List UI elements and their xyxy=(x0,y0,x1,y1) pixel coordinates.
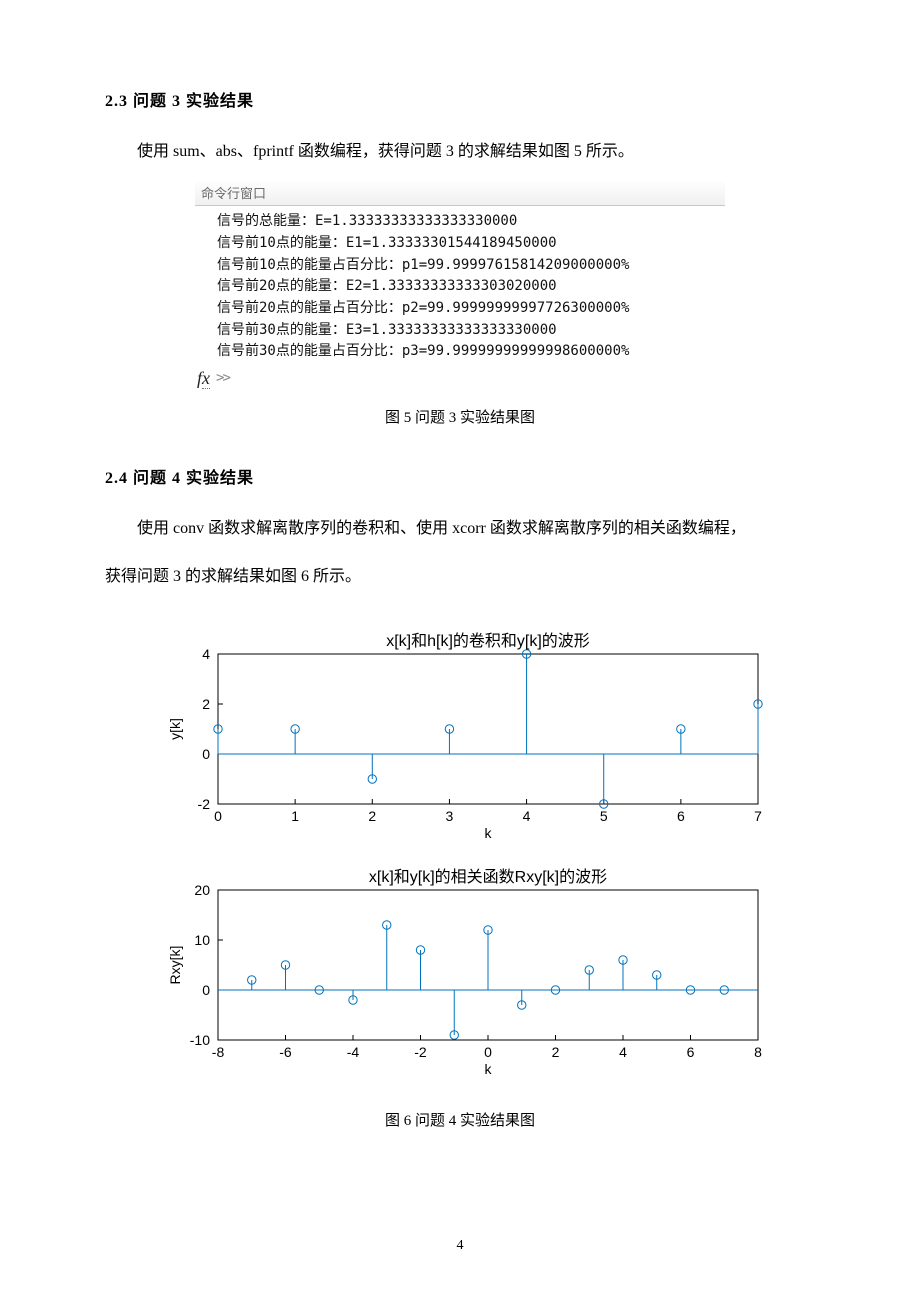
svg-text:-2: -2 xyxy=(198,796,211,812)
console-line: 信号前30点的能量：E3=1.33333333333333330000 xyxy=(217,320,725,342)
section-2-4-body-2: 获得问题 3 的求解结果如图 6 所示。 xyxy=(105,561,815,592)
svg-text:20: 20 xyxy=(194,882,210,898)
svg-text:10: 10 xyxy=(194,932,210,948)
svg-text:4: 4 xyxy=(202,646,210,662)
svg-text:4: 4 xyxy=(523,808,531,824)
svg-text:0: 0 xyxy=(202,746,210,762)
console-title: 命令行窗口 xyxy=(195,181,725,206)
console-line: 信号前30点的能量占百分比：p3=99.99999999999998600000… xyxy=(217,341,725,363)
svg-text:k: k xyxy=(485,825,493,841)
svg-text:2: 2 xyxy=(368,808,376,824)
svg-text:-6: -6 xyxy=(279,1044,292,1060)
svg-text:7: 7 xyxy=(754,808,762,824)
figure-6-caption: 图 6 问题 4 实验结果图 xyxy=(105,1110,815,1133)
svg-text:-4: -4 xyxy=(347,1044,360,1060)
svg-text:4: 4 xyxy=(619,1044,627,1060)
svg-text:2: 2 xyxy=(552,1044,560,1060)
svg-text:Rxy[k]: Rxy[k] xyxy=(167,945,183,984)
section-2-3-body: 使用 sum、abs、fprintf 函数编程，获得问题 3 的求解结果如图 5… xyxy=(105,136,815,167)
fx-icon: fx xyxy=(197,365,210,393)
svg-text:k: k xyxy=(485,1061,493,1077)
prompt-chevrons: >> xyxy=(216,368,229,390)
matlab-console: 命令行窗口 信号的总能量：E=1.33333333333333330000信号前… xyxy=(195,181,725,395)
svg-text:2: 2 xyxy=(202,696,210,712)
console-body: 信号的总能量：E=1.33333333333333330000信号前10点的能量… xyxy=(195,206,725,395)
section-2-4-heading: 2.4 问题 4 实验结果 xyxy=(105,467,815,491)
svg-text:5: 5 xyxy=(600,808,608,824)
svg-text:6: 6 xyxy=(687,1044,695,1060)
stem-plot-svg: 01234567-2024x[k]和h[k]的卷积和y[k]的波形ky[k]-8… xyxy=(148,628,772,1098)
console-line: 信号前20点的能量占百分比：p2=99.99999999997726300000… xyxy=(217,298,725,320)
section-2-3-heading: 2.3 问题 3 实验结果 xyxy=(105,90,815,114)
section-2-4-body-1: 使用 conv 函数求解离散序列的卷积和、使用 xcorr 函数求解离散序列的相… xyxy=(105,513,815,544)
console-line: 信号前10点的能量占百分比：p1=99.99997615814209000000… xyxy=(217,255,725,277)
svg-text:6: 6 xyxy=(677,808,685,824)
svg-text:-8: -8 xyxy=(212,1044,225,1060)
console-line: 信号的总能量：E=1.33333333333333330000 xyxy=(217,211,725,233)
svg-text:1: 1 xyxy=(291,808,299,824)
svg-text:0: 0 xyxy=(202,982,210,998)
console-line: 信号前20点的能量：E2=1.33333333333303020000 xyxy=(217,276,725,298)
svg-text:-10: -10 xyxy=(190,1032,210,1048)
figure-6-charts: 01234567-2024x[k]和h[k]的卷积和y[k]的波形ky[k]-8… xyxy=(148,628,772,1098)
svg-text:x[k]和h[k]的卷积和y[k]的波形: x[k]和h[k]的卷积和y[k]的波形 xyxy=(386,632,590,650)
svg-text:8: 8 xyxy=(754,1044,762,1060)
svg-text:0: 0 xyxy=(214,808,222,824)
console-line: 信号前10点的能量：E1=1.33333301544189450000 xyxy=(217,233,725,255)
page-number: 4 xyxy=(0,1238,920,1254)
figure-5-caption: 图 5 问题 3 实验结果图 xyxy=(105,407,815,430)
svg-text:-2: -2 xyxy=(414,1044,427,1060)
console-prompt: fx>> xyxy=(217,363,725,393)
svg-text:y[k]: y[k] xyxy=(167,718,183,740)
svg-text:3: 3 xyxy=(446,808,454,824)
svg-text:0: 0 xyxy=(484,1044,492,1060)
svg-text:x[k]和y[k]的相关函数Rxy[k]的波形: x[k]和y[k]的相关函数Rxy[k]的波形 xyxy=(369,868,607,886)
